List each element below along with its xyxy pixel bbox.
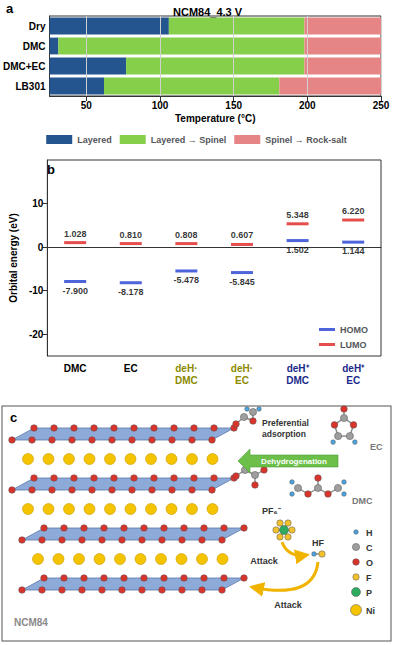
svg-text:200: 200 xyxy=(299,100,316,111)
svg-text:P: P xyxy=(366,588,372,598)
svg-text:F: F xyxy=(366,573,372,583)
svg-text:NCM84_4.3 V: NCM84_4.3 V xyxy=(173,6,243,18)
svg-text:DMC: DMC xyxy=(286,375,309,386)
svg-text:Orbital energy (eV): Orbital energy (eV) xyxy=(8,213,19,302)
svg-text:Dehydrogenation: Dehydrogenation xyxy=(261,457,327,466)
svg-text:100: 100 xyxy=(152,100,169,111)
svg-text:HOMO: HOMO xyxy=(340,325,368,335)
svg-text:50: 50 xyxy=(81,100,93,111)
svg-text:150: 150 xyxy=(225,100,242,111)
svg-text:EC: EC xyxy=(235,375,249,386)
svg-text:EC: EC xyxy=(124,363,138,374)
svg-text:H: H xyxy=(366,528,373,538)
svg-text:250: 250 xyxy=(373,100,390,111)
svg-text:adsorption: adsorption xyxy=(262,429,306,439)
svg-text:Dry: Dry xyxy=(29,21,46,32)
svg-text:PF₆⁻: PF₆⁻ xyxy=(262,506,281,516)
svg-text:DMC: DMC xyxy=(175,375,198,386)
svg-text:-8.178: -8.178 xyxy=(118,287,144,297)
svg-text:Spinel → Rock-salt: Spinel → Rock-salt xyxy=(265,135,347,145)
svg-text:C: C xyxy=(366,543,373,553)
svg-text:-20: -20 xyxy=(29,329,44,340)
svg-text:1.028: 1.028 xyxy=(64,229,87,239)
svg-text:deH·: deH· xyxy=(231,363,253,374)
svg-text:deH·: deH· xyxy=(175,363,197,374)
svg-text:1.144: 1.144 xyxy=(342,246,365,256)
svg-text:5.348: 5.348 xyxy=(286,210,309,220)
svg-text:DMC: DMC xyxy=(23,41,46,52)
svg-text:0.810: 0.810 xyxy=(119,230,142,240)
svg-text:-7.900: -7.900 xyxy=(62,286,88,296)
svg-text:-5.478: -5.478 xyxy=(174,275,200,285)
svg-text:0: 0 xyxy=(38,242,44,253)
svg-text:-5.845: -5.845 xyxy=(229,277,255,287)
svg-text:EC: EC xyxy=(346,375,360,386)
svg-text:a: a xyxy=(6,1,14,16)
svg-text:-10: -10 xyxy=(29,285,44,296)
svg-text:O: O xyxy=(366,558,373,568)
svg-text:1.502: 1.502 xyxy=(286,245,309,255)
svg-text:0.808: 0.808 xyxy=(175,230,198,240)
svg-text:deH⁺: deH⁺ xyxy=(342,363,365,374)
svg-text:HF: HF xyxy=(312,538,324,548)
svg-text:0.607: 0.607 xyxy=(231,230,254,240)
svg-text:Attack: Attack xyxy=(274,600,303,610)
svg-text:EC: EC xyxy=(370,442,383,452)
svg-text:b: b xyxy=(47,162,55,177)
svg-text:Layered → Spinel: Layered → Spinel xyxy=(151,135,227,145)
svg-text:LB301: LB301 xyxy=(15,81,45,92)
svg-text:Preferential: Preferential xyxy=(262,418,309,428)
svg-text:Layered: Layered xyxy=(77,135,112,145)
svg-text:DMC: DMC xyxy=(352,496,373,506)
svg-text:DMC+EC: DMC+EC xyxy=(3,61,46,72)
svg-text:Temperature (°C): Temperature (°C) xyxy=(175,113,256,124)
svg-text:10: 10 xyxy=(32,198,44,209)
svg-text:LUMO: LUMO xyxy=(340,340,367,350)
svg-text:NCM84: NCM84 xyxy=(14,617,48,628)
svg-text:6.220: 6.220 xyxy=(342,206,365,216)
svg-text:c: c xyxy=(10,410,17,425)
svg-text:DMC: DMC xyxy=(64,363,87,374)
svg-text:deH⁺: deH⁺ xyxy=(287,363,310,374)
svg-text:Attack: Attack xyxy=(250,556,279,566)
svg-text:Ni: Ni xyxy=(366,606,375,616)
